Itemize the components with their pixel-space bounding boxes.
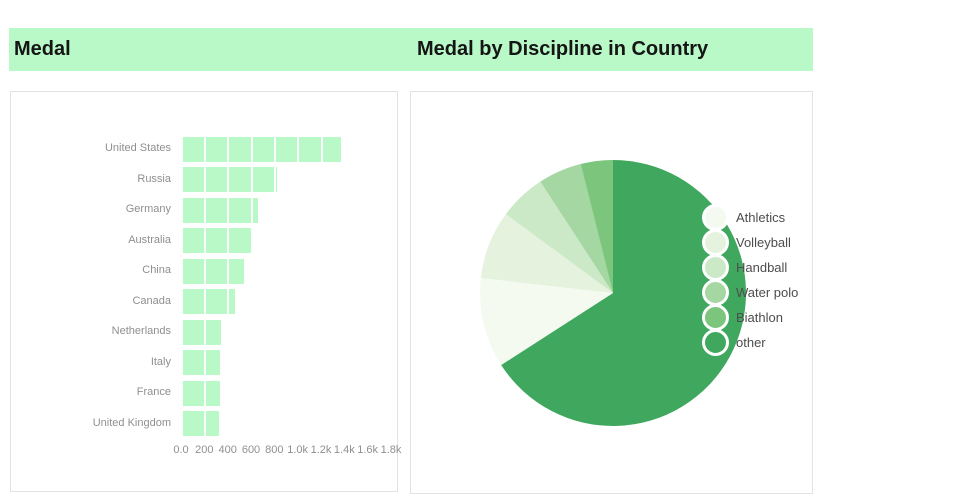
pie-slice-athletics[interactable]: [480, 277, 613, 365]
pie-chart-panel: Athletics Volleyball Handball Water polo Bia…: [410, 91, 813, 494]
bar-chart-panel: United States Russia Germany Australia China…: [10, 91, 401, 492]
legend-item-handball[interactable]: Handball: [702, 254, 787, 281]
legend-label: Biathlon: [736, 310, 783, 325]
legend-swatch: [702, 229, 729, 256]
legend-item-biathlon[interactable]: Biathlon: [702, 304, 783, 331]
category-label: Australia: [128, 233, 171, 246]
bar-germany[interactable]: [181, 197, 258, 223]
pie-slice-volleyball[interactable]: [480, 214, 613, 293]
bar-united-kingdom[interactable]: [181, 411, 219, 437]
legend-item-water-polo[interactable]: Water polo: [702, 279, 798, 306]
legend-label: Water polo: [736, 285, 799, 300]
category-label: France: [136, 386, 171, 399]
legend-label: Handball: [736, 260, 788, 275]
category-label: United States: [104, 142, 171, 154]
legend-item-other[interactable]: other: [702, 329, 766, 356]
x-gridline-overlay: [343, 129, 346, 441]
x-tick-label: 600: [241, 444, 261, 456]
pie-slice-water-polo[interactable]: [540, 163, 613, 293]
bar-canada[interactable]: [181, 289, 235, 315]
category-label: Germany: [125, 203, 171, 216]
x-gridline-overlay: [367, 129, 370, 441]
legend-item-athletics[interactable]: Athletics: [702, 204, 785, 231]
bar-china[interactable]: [181, 258, 244, 284]
pie-slice-biathlon[interactable]: [580, 160, 613, 293]
bar-italy[interactable]: [181, 350, 221, 376]
x-gridline-overlay: [227, 129, 230, 441]
category-label: Russia: [137, 172, 171, 185]
bar-chart-title: Medal: [14, 38, 71, 60]
legend-swatch: [702, 304, 729, 331]
bar-netherlands[interactable]: [181, 319, 221, 345]
x-gridline-overlay: [297, 129, 300, 441]
x-tick-label: 1.4k: [333, 444, 355, 456]
x-gridline-overlay: [180, 129, 183, 441]
pie-chart: [480, 160, 746, 426]
bar-chart-plot: United States Russia Germany Australia China…: [11, 92, 401, 491]
x-tick-label: 1.6k: [357, 444, 379, 456]
x-tick-label: 200: [195, 444, 214, 456]
x-tick-label: 1.2k: [310, 444, 332, 456]
pie-slice-other[interactable]: [501, 160, 746, 426]
x-tick-label: 400: [218, 444, 237, 456]
dashboard-header: Medal Medal by Discipline in Country: [9, 28, 813, 71]
legend-swatch: [702, 204, 729, 231]
x-gridline-overlay: [250, 129, 253, 441]
bar-united-states[interactable]: [181, 136, 341, 162]
legend-label: other: [736, 335, 766, 350]
pie-slice-handball[interactable]: [505, 181, 613, 293]
legend-swatch: [702, 329, 729, 356]
legend-item-volleyball[interactable]: Volleyball: [702, 229, 791, 256]
legend-swatch: [702, 254, 729, 281]
category-label: Italy: [150, 355, 171, 368]
bar-france[interactable]: [181, 380, 220, 406]
x-gridline-overlay: [320, 129, 323, 441]
bar-australia[interactable]: [181, 228, 251, 254]
x-tick-label: 0.0: [173, 444, 189, 456]
legend-swatch: [702, 279, 729, 306]
category-label: Netherlands: [111, 325, 171, 338]
x-tick-label: 800: [265, 444, 284, 456]
legend-label: Volleyball: [736, 235, 791, 250]
x-gridline-overlay: [203, 129, 206, 441]
category-label: United Kingdom: [92, 416, 171, 429]
x-tick-label: 1.8k: [380, 444, 402, 456]
category-label: Canada: [132, 294, 171, 307]
x-gridline-overlay: [273, 129, 276, 441]
x-gridline-overlay: [390, 129, 393, 441]
legend-label: Athletics: [736, 210, 786, 225]
category-label: China: [142, 264, 171, 277]
pie-chart-title: Medal by Discipline in Country: [417, 38, 709, 60]
x-tick-label: 1.0k: [287, 444, 309, 456]
